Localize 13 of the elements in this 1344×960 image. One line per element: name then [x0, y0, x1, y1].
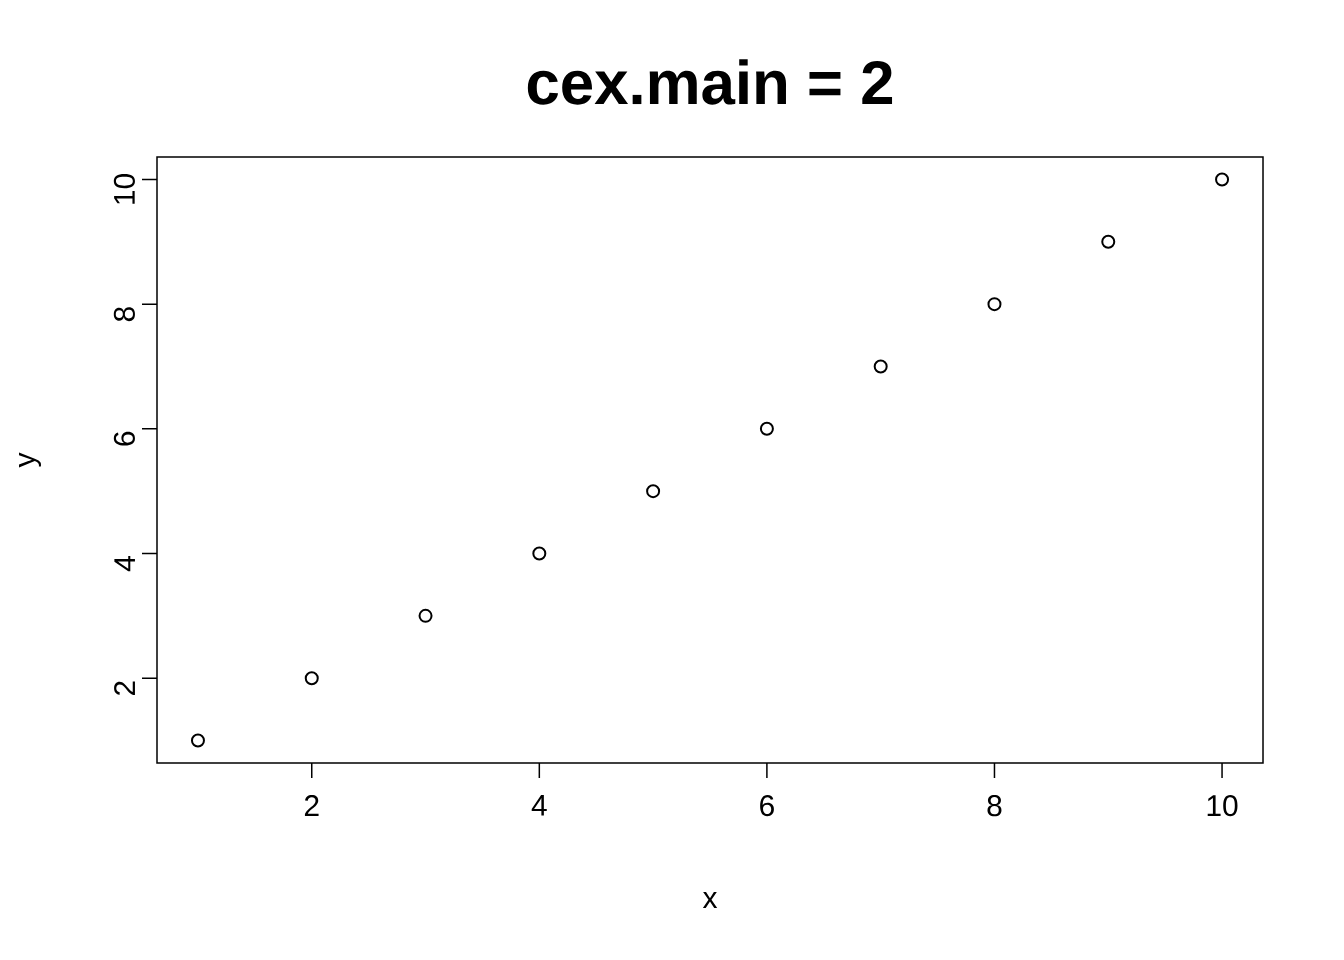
x-axis-title: x	[702, 892, 718, 908]
x-tick-label: 6	[760, 795, 774, 817]
y-tick-label: 6	[113, 431, 135, 446]
x-tick-label: 2	[304, 795, 319, 816]
chart-title: cex.main = 2	[527, 59, 893, 105]
y-axis-title: y	[19, 452, 41, 468]
y-tick-label: 4	[114, 556, 135, 572]
x-tick-label: 4	[531, 795, 547, 816]
y-tick-label: 2	[114, 681, 135, 696]
x-tick-label: 10	[1207, 795, 1238, 817]
x-tick-label: 8	[987, 795, 1002, 817]
y-tick-label: 10	[113, 174, 135, 204]
y-tick-label: 8	[113, 307, 135, 322]
